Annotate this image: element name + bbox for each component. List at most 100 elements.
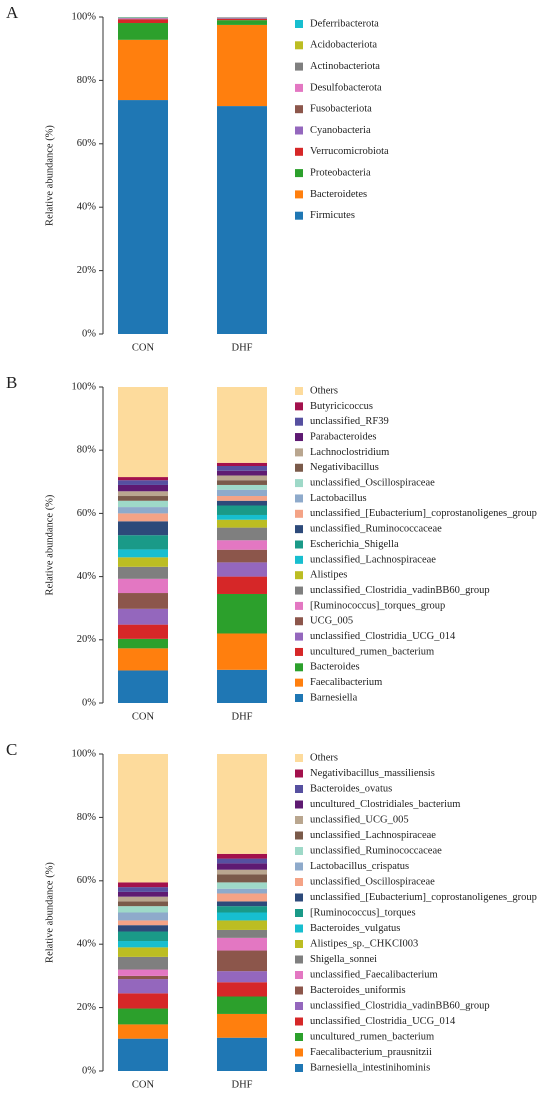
legend-label: unclassified_UCG_005 xyxy=(310,814,409,825)
bar-segment xyxy=(118,901,168,907)
bar-segment xyxy=(118,18,168,20)
bar-segment xyxy=(118,578,168,594)
legend-swatch xyxy=(295,769,303,778)
legend-label: Others xyxy=(310,752,338,763)
bar-segment xyxy=(118,931,168,942)
bar-segment xyxy=(217,514,267,520)
y-tick-label: 80% xyxy=(77,75,97,86)
bar-segment xyxy=(118,648,168,671)
legend-swatch xyxy=(295,20,303,28)
legend-swatch xyxy=(295,463,303,472)
legend-label: Actinobacteriota xyxy=(310,61,380,72)
bar-segment xyxy=(217,754,267,854)
legend-swatch xyxy=(295,586,303,595)
legend-label: Lactobacillus_crispatus xyxy=(310,861,409,872)
legend-swatch xyxy=(295,448,303,457)
bar-segment xyxy=(118,608,168,625)
bar-segment xyxy=(217,858,267,864)
legend-label: unclassified_Clostridia_vadinBB60_group xyxy=(310,1000,490,1011)
bar-segment xyxy=(118,1008,168,1025)
legend-label: Bacteroides_uniformis xyxy=(310,985,406,996)
bar-segment xyxy=(217,475,267,481)
legend-swatch xyxy=(295,525,303,534)
legend-label: Barnesiella xyxy=(310,692,358,703)
panel-letter: B xyxy=(6,373,17,392)
bar-segment xyxy=(118,496,168,501)
legend-swatch xyxy=(295,785,303,793)
legend-swatch xyxy=(295,955,303,964)
y-tick-label: 60% xyxy=(77,875,97,886)
legend-label: Acidobacteriota xyxy=(310,40,377,51)
legend-label: Negativibacillus_massiliensis xyxy=(310,768,435,779)
bar-segment xyxy=(217,633,267,670)
bar-segment xyxy=(217,996,267,1014)
bar-segment xyxy=(118,887,168,892)
bar-segment xyxy=(217,106,267,335)
bar-segment xyxy=(118,100,168,334)
x-tick-label: CON xyxy=(132,342,155,353)
bar-segment xyxy=(217,906,267,913)
legend-swatch xyxy=(295,909,303,917)
bar-segment xyxy=(118,39,168,101)
legend-swatch xyxy=(295,940,303,948)
bar-segment xyxy=(217,505,267,515)
bar-segment xyxy=(217,1037,267,1071)
bar-segment xyxy=(118,993,168,1009)
legend-swatch xyxy=(295,878,303,886)
legend-swatch xyxy=(295,694,303,702)
legend-label: uncultured_rumen_bacterium xyxy=(310,646,434,657)
bar-segment xyxy=(118,896,168,902)
legend-swatch xyxy=(295,433,303,442)
legend-label: Bacteroides_vulgatus xyxy=(310,923,400,934)
legend-swatch xyxy=(295,402,303,411)
x-tick-label: DHF xyxy=(231,342,252,353)
bar-segment xyxy=(217,950,267,972)
y-tick-label: 0% xyxy=(82,697,96,708)
bar-segment xyxy=(118,513,168,522)
bar-segment xyxy=(118,521,168,536)
legend-label: unclassified_Oscillospiraceae xyxy=(310,478,435,489)
y-tick-label: 100% xyxy=(72,11,97,22)
legend-swatch xyxy=(295,1002,303,1010)
bar-segment xyxy=(118,920,168,926)
bar-segment xyxy=(118,593,168,609)
legend-swatch xyxy=(295,62,303,71)
bar-segment xyxy=(118,947,168,957)
bar-segment xyxy=(118,23,168,40)
bar-segment xyxy=(217,484,267,490)
bar-segment xyxy=(118,549,168,558)
legend-swatch xyxy=(295,190,303,199)
bar-segment xyxy=(118,912,168,921)
bar-segment xyxy=(118,566,168,579)
bar-segment xyxy=(118,480,168,485)
legend-swatch xyxy=(295,1048,303,1057)
x-tick-label: CON xyxy=(132,1079,155,1090)
legend-label: UCG_005 xyxy=(310,616,353,627)
legend-label: Faecalibacterium_prausnitzii xyxy=(310,1047,432,1058)
bar-segment xyxy=(118,500,168,508)
legend-label: Negativibacillus xyxy=(310,462,379,473)
panel-letter: A xyxy=(6,3,19,22)
bar-segment xyxy=(217,576,267,594)
legend-swatch xyxy=(295,816,303,824)
legend-label: unclassified_Clostridia_UCG_014 xyxy=(310,1016,456,1027)
bar-segment xyxy=(217,496,267,501)
bar-segment xyxy=(118,535,168,550)
legend-swatch xyxy=(295,126,303,135)
bar-segment xyxy=(217,920,267,930)
legend-label: Butyricicoccus xyxy=(310,401,373,412)
y-tick-label: 40% xyxy=(77,571,97,582)
bar-segment xyxy=(217,466,267,471)
bar-segment xyxy=(217,24,267,107)
bar-segment xyxy=(217,669,267,703)
legend-label: unclassified_Lachnospiraceae xyxy=(310,554,436,565)
bar-segment xyxy=(217,893,267,902)
legend-label: Firmicutes xyxy=(310,210,355,221)
y-tick-label: 0% xyxy=(82,328,96,339)
legend-label: unclassified_Ruminococcaceae xyxy=(310,524,442,535)
y-tick-label: 100% xyxy=(72,748,97,759)
legend-swatch xyxy=(295,105,303,114)
bar-segment xyxy=(217,18,267,19)
y-tick-label: 60% xyxy=(77,508,97,519)
legend-label: unclassified_Oscillospiraceae xyxy=(310,876,435,887)
